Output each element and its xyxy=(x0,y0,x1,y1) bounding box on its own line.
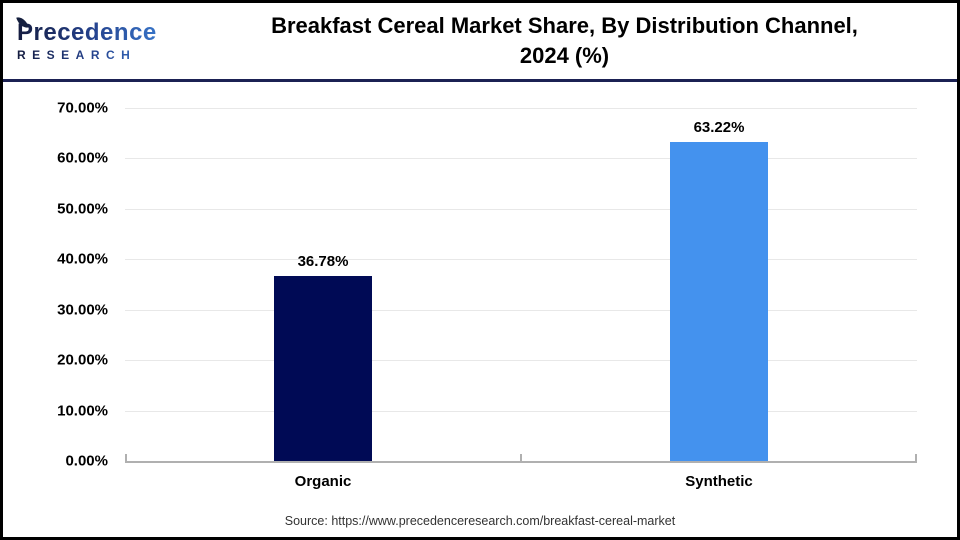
y-tick-label: 70.00% xyxy=(57,99,108,117)
bar-organic xyxy=(274,275,372,461)
gridline xyxy=(125,410,917,412)
axis-tick xyxy=(125,454,127,461)
y-tick-label: 40.00% xyxy=(57,250,108,268)
bar-group-organic: 36.78% xyxy=(125,108,521,461)
y-tick-label: 20.00% xyxy=(57,351,108,369)
x-axis-labels: Organic Synthetic xyxy=(125,473,917,490)
gridline xyxy=(125,208,917,210)
header: Precedence RESEARCH Breakfast Cereal Mar… xyxy=(3,3,957,82)
y-tick-label: 10.00% xyxy=(57,402,108,420)
logo-word-rest: recedence xyxy=(33,19,157,46)
page-title-line-2: 2024 (%) xyxy=(519,43,610,68)
gridline xyxy=(125,158,917,160)
y-axis-labels: 70.00% 60.00% 50.00% 40.00% 30.00% 20.00% 10.0… xyxy=(3,100,108,470)
precedence-research-logo: Precedence RESEARCH xyxy=(16,14,182,61)
logo-wordmark: Precedence xyxy=(16,14,182,46)
y-tick-label: 60.00% xyxy=(57,149,108,167)
page-title-line-1: Breakfast Cereal Market Share, By Distri… xyxy=(271,13,858,38)
gridline xyxy=(125,108,917,109)
bar-value-label: 63.22% xyxy=(693,119,745,137)
category-label-organic: Organic xyxy=(294,473,352,490)
bar-slots: 36.78% 63.22% xyxy=(125,108,917,461)
y-tick-label: 30.00% xyxy=(57,301,108,319)
gridline xyxy=(125,360,917,362)
logo-subtitle: RESEARCH xyxy=(17,49,182,61)
gridline xyxy=(125,309,917,311)
y-tick-label: 50.00% xyxy=(57,200,108,218)
bar-synthetic xyxy=(670,142,768,461)
source-text: Source: https://www.precedenceresearch.c… xyxy=(284,514,676,528)
gridline xyxy=(125,259,917,261)
x-axis-line xyxy=(125,461,917,463)
chart-area: 70.00% 60.00% 50.00% 40.00% 30.00% 20.00% 10.0… xyxy=(3,85,957,537)
axis-tick xyxy=(520,454,522,461)
page-title: Breakfast Cereal Market Share, By Distri… xyxy=(182,11,957,71)
bar-value-label: 36.78% xyxy=(297,252,349,270)
category-label-synthetic: Synthetic xyxy=(685,473,753,490)
bar-group-synthetic: 63.22% xyxy=(521,108,917,461)
axis-tick xyxy=(915,454,917,461)
y-tick-label: 0.00% xyxy=(65,452,108,470)
plot-area: 36.78% 63.22% xyxy=(125,108,917,463)
